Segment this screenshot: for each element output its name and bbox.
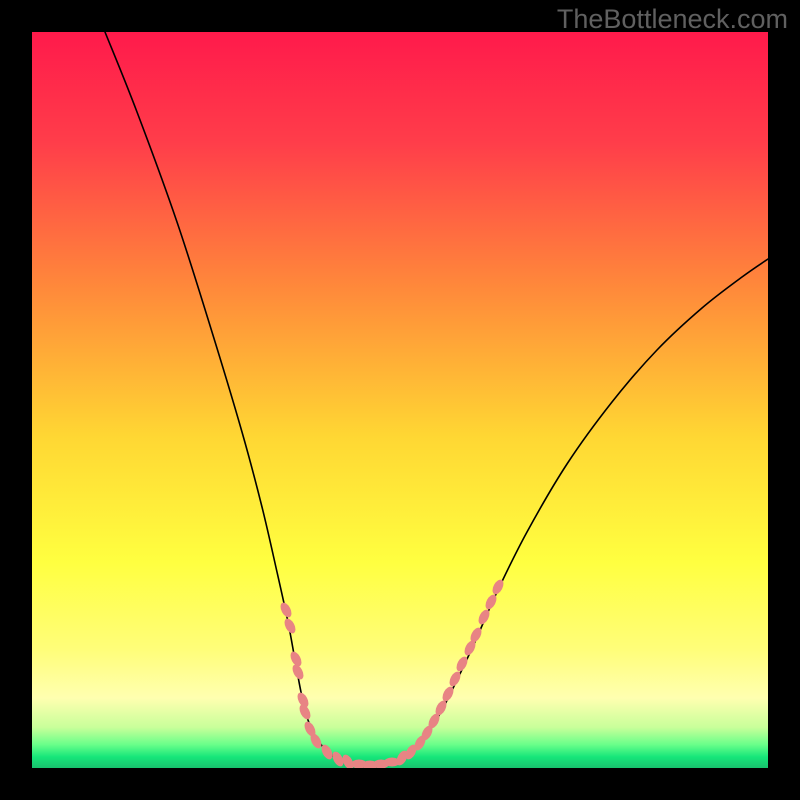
marker-dot [282, 617, 297, 635]
frame-left [0, 0, 32, 800]
marker-dot [290, 663, 305, 681]
right-curve [372, 259, 768, 765]
plot-area [32, 32, 768, 768]
marker-dot [490, 578, 505, 596]
marker-dot [483, 593, 498, 611]
marker-dot [278, 601, 293, 619]
chart-svg [32, 32, 768, 768]
watermark-text: TheBottleneck.com [557, 4, 788, 35]
frame-bottom [0, 768, 800, 800]
frame-right [768, 0, 800, 800]
marker-dot [297, 703, 312, 721]
left-curve [105, 32, 372, 765]
marker-layer [278, 578, 505, 768]
